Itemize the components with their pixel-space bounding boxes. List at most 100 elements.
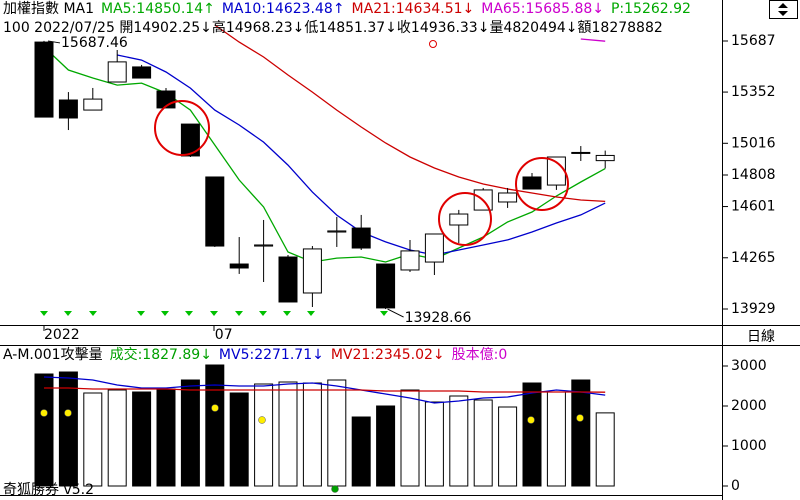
marker-circle (429, 40, 437, 48)
yellow-dot (64, 409, 72, 417)
high-label: 15687.46 (61, 35, 128, 51)
highlight-circles (154, 40, 569, 246)
yellow-dot (211, 404, 219, 412)
axis-label: 日線 (747, 329, 775, 345)
label-pointer (387, 308, 404, 318)
candle-body (498, 192, 518, 203)
y-tick-label: 13929 (731, 301, 776, 317)
volume-bar (351, 416, 371, 487)
ma-line (43, 376, 606, 404)
candle-body (254, 244, 274, 247)
volume-dots (40, 404, 584, 493)
highlight-circle (154, 100, 210, 156)
scroll-button[interactable] (769, 0, 798, 19)
volume-bar (107, 389, 127, 487)
x-tick-label: 2022 (44, 327, 80, 343)
candle-body (132, 66, 152, 79)
header-item: MV5:2271.71↓ (219, 347, 324, 363)
candle-body (595, 154, 615, 162)
y-tick-label: 15687 (731, 33, 776, 49)
candle-body (449, 213, 469, 226)
candle-body (229, 263, 249, 269)
volume-bar (83, 392, 103, 487)
header: A-M.001攻擊量 成交:1827.89↓ MV5:2271.71↓ MV21:23… (3, 346, 507, 363)
header-item: A-M.001攻擊量 (3, 346, 103, 363)
volume-bar (376, 405, 396, 487)
header-item: 股本億:0 (452, 347, 508, 363)
signal-markers (40, 311, 388, 316)
sell-signals (40, 311, 388, 316)
y-tick-label: 0 (731, 478, 740, 494)
volume-bar (278, 381, 298, 487)
volume-bar (132, 391, 152, 487)
highlight-circle (438, 192, 492, 246)
volume-bar (498, 406, 518, 487)
candle-body (376, 263, 396, 309)
low-label: 13928.66 (405, 310, 472, 326)
candle-body (107, 61, 127, 83)
candle-body (180, 123, 200, 157)
volume-bar (180, 379, 200, 487)
candle-body (400, 250, 420, 271)
candle-body (302, 248, 322, 294)
volume-bar (302, 382, 322, 487)
yellow-dot (258, 416, 266, 424)
yellow-dot (576, 414, 584, 422)
candle-body (327, 230, 347, 233)
candle-body (571, 151, 591, 154)
header-item: MA10:14623.48↑ (222, 1, 345, 17)
header-item: MV21:2345.02↓ (331, 347, 445, 363)
ma-line (44, 387, 606, 393)
header-item: P:15262.92 (611, 1, 691, 17)
volume-bar (327, 379, 347, 487)
scroll-icon (778, 3, 788, 16)
y-tick-label: 14601 (731, 199, 776, 215)
y-tick-label: 3000 (731, 358, 767, 374)
header-item: MA5:14850.14↑ (101, 1, 215, 17)
header-item: MA21:14634.51↓ (352, 1, 475, 17)
header-item: 成交:1827.89↓ (110, 346, 212, 363)
candle-body (351, 227, 371, 249)
volume-bar (229, 392, 249, 487)
highlight-circle (515, 157, 569, 211)
candle-body (424, 233, 444, 263)
ma-line (43, 46, 606, 263)
yellow-dot (527, 416, 535, 424)
ma-line (214, 24, 606, 203)
candle-body (205, 176, 225, 247)
header-item: MA65:15685.88↓ (481, 1, 604, 17)
volume-bar (595, 412, 615, 487)
green-dot (331, 485, 339, 493)
header-item: 加權指數 MA1 (3, 1, 94, 17)
y-tick-label: 2000 (731, 398, 767, 414)
y-tick-label: 15016 (731, 135, 776, 151)
candle-body (522, 176, 542, 190)
yellow-dot (40, 409, 48, 417)
volume-bar (522, 382, 542, 487)
volume-bar (424, 401, 444, 487)
candle-body (34, 41, 54, 118)
volume-bar (473, 399, 493, 487)
volume-bar (400, 389, 420, 487)
volume-bar (58, 371, 78, 487)
volume-bar (546, 391, 566, 487)
subheader: 100 2022/07/25 開14902.25↓高14968.23↓低1485… (3, 19, 663, 36)
y-tick-label: 15352 (731, 84, 776, 100)
x-tick-label: 07 (215, 327, 233, 343)
label-pointer (47, 40, 61, 44)
y-tick-label: 14265 (731, 250, 776, 266)
ma-line (580, 38, 606, 42)
y-tick-label: 14808 (731, 167, 776, 183)
volume-bar (449, 395, 469, 487)
header: 加權指數 MA1 MA5:14850.14↑ MA10:14623.48↑ MA21:… (3, 1, 691, 17)
volume-bar (205, 364, 225, 487)
volume-bar (34, 373, 54, 487)
volume-bar (254, 383, 274, 487)
volume-bar (571, 379, 591, 487)
candle-body (278, 256, 298, 303)
candle-body (58, 99, 78, 119)
volume-bar (156, 388, 176, 487)
y-tick-label: 1000 (731, 438, 767, 454)
